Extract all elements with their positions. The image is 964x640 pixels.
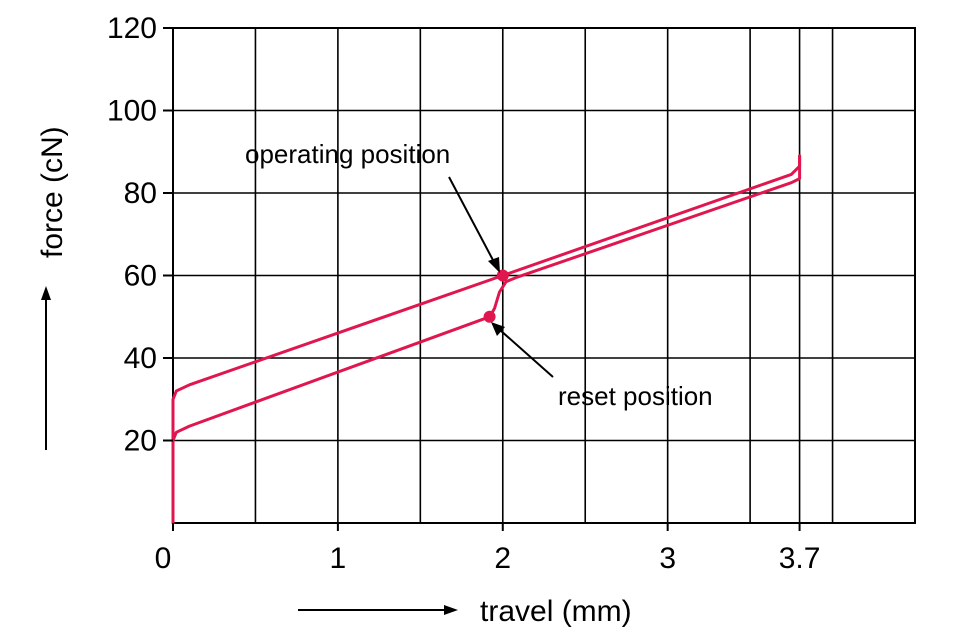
x-tick-label-2: 2 [494,542,511,575]
tick-layer: 20 40 60 80 100 120 0 1 2 3 3.7 [107,12,820,575]
y-tick-label-4: 100 [107,95,157,128]
y-tick-label-3: 80 [124,177,157,210]
x-axis-label: travel (mm) [480,595,632,628]
y-tick-label-1: 40 [124,342,157,375]
annotation-operating-position: operating position [245,139,450,169]
series-line-1 [171,154,802,442]
annotation-arrow-operating [448,176,500,273]
series-layer [171,154,802,525]
y-axis-arrow [41,286,51,450]
y-tick-label-2: 60 [124,260,157,293]
y-axis-label: force (cN) [36,126,69,258]
y-tick-label-0: 20 [124,425,157,458]
y-tick-label-5: 120 [107,12,157,45]
x-tick-label-3: 3 [659,542,676,575]
x-tick-label-0: 0 [155,542,172,575]
x-axis-arrow [298,605,458,615]
x-tick-label-4: 3.7 [779,542,821,575]
x-tick-label-1: 1 [330,542,347,575]
annotation-arrow-reset [491,322,554,378]
annotation-reset-position: reset position [558,381,713,411]
marker-point-1 [483,310,496,323]
grid [173,27,916,523]
